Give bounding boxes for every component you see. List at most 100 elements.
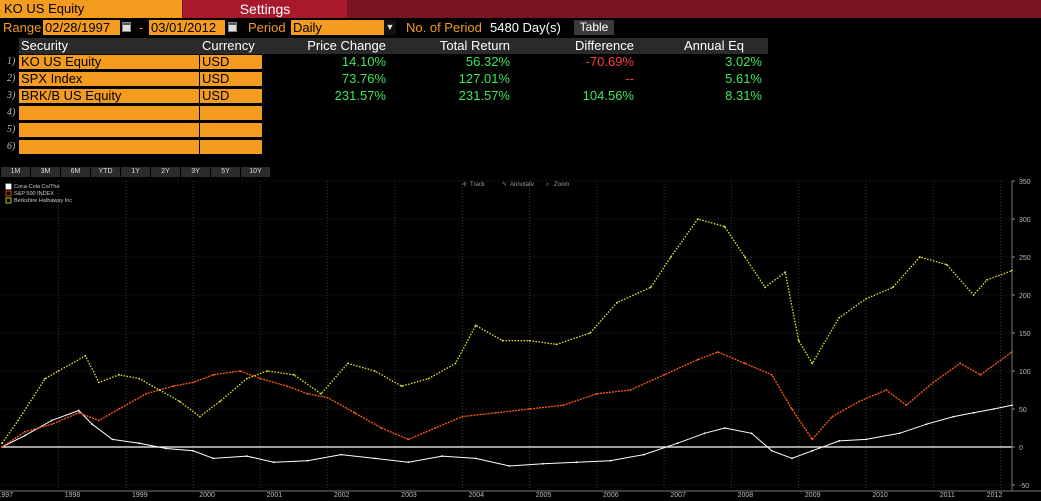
header-price-change: Price Change bbox=[263, 38, 390, 54]
data-point bbox=[595, 392, 598, 395]
data-point bbox=[434, 427, 437, 429]
data-point bbox=[932, 381, 935, 384]
period-button-1y[interactable]: 1Y bbox=[121, 167, 150, 177]
end-date-field[interactable]: 03/01/2012 bbox=[149, 20, 225, 35]
data-point bbox=[791, 408, 793, 410]
data-point bbox=[178, 400, 181, 403]
data-point bbox=[791, 457, 793, 460]
data-point bbox=[649, 286, 652, 289]
data-point bbox=[972, 294, 975, 296]
header-currency: Currency bbox=[200, 38, 264, 54]
data-point bbox=[461, 415, 464, 418]
security-cell[interactable]: BRK/B US Equity bbox=[19, 89, 199, 103]
period-button-ytd[interactable]: YTD bbox=[91, 167, 120, 177]
data-point bbox=[959, 362, 962, 365]
y-tick-label: 150 bbox=[1019, 331, 1031, 338]
period-button-2y[interactable]: 2Y bbox=[151, 167, 180, 177]
x-tick-label: 1998 bbox=[65, 492, 81, 499]
data-point bbox=[293, 373, 295, 376]
tab-ticker[interactable]: KO US Equity bbox=[0, 0, 182, 18]
data-point bbox=[44, 377, 46, 380]
currency-cell[interactable] bbox=[200, 123, 262, 137]
x-tick-label: 1999 bbox=[132, 492, 148, 499]
data-point bbox=[165, 447, 168, 450]
data-point bbox=[111, 438, 114, 441]
data-point bbox=[454, 362, 457, 365]
chevron-down-icon[interactable]: ▼ bbox=[384, 20, 396, 35]
data-point bbox=[838, 440, 840, 442]
period-button-3m[interactable]: 3M bbox=[31, 167, 60, 177]
total-return-cell: 127.01% bbox=[458, 71, 510, 86]
data-point bbox=[198, 415, 201, 418]
x-tick-label: 2012 bbox=[987, 492, 1003, 499]
security-cell[interactable] bbox=[19, 106, 199, 120]
data-point bbox=[407, 438, 410, 441]
legend-swatch bbox=[5, 190, 12, 197]
data-point bbox=[427, 377, 430, 380]
annual-eq-cell: 8.31% bbox=[725, 88, 762, 103]
x-tick-label: 2001 bbox=[267, 492, 283, 499]
data-point bbox=[77, 411, 80, 414]
data-point bbox=[373, 370, 376, 372]
table-button[interactable]: Table bbox=[574, 20, 614, 35]
x-tick-label: 2005 bbox=[536, 492, 552, 499]
data-point bbox=[784, 271, 787, 274]
annual-eq-cell: 5.61% bbox=[725, 71, 762, 86]
x-tick-label: 2004 bbox=[468, 492, 484, 499]
period-select[interactable]: Daily bbox=[291, 20, 384, 35]
data-point bbox=[992, 408, 995, 410]
calendar-icon[interactable] bbox=[228, 22, 237, 32]
period-button-10y[interactable]: 10Y bbox=[241, 167, 270, 177]
tab-settings[interactable]: Settings bbox=[183, 0, 347, 18]
currency-cell[interactable]: USD bbox=[200, 72, 262, 86]
data-point bbox=[353, 411, 356, 414]
row-number: 4) bbox=[7, 107, 16, 118]
legend-label: Berkshire Hathaway Inc bbox=[14, 198, 72, 204]
security-cell[interactable] bbox=[19, 140, 199, 154]
series-line-spx bbox=[1, 351, 1013, 448]
currency-cell[interactable] bbox=[200, 106, 262, 120]
data-point bbox=[219, 400, 221, 403]
data-point bbox=[891, 286, 894, 289]
data-point bbox=[925, 423, 928, 426]
y-tick-label: 0 bbox=[1019, 445, 1023, 452]
currency-cell[interactable]: USD bbox=[200, 89, 262, 103]
period-button-1m[interactable]: 1M bbox=[1, 167, 30, 177]
period-button-5y[interactable]: 5Y bbox=[211, 167, 240, 177]
data-point bbox=[138, 377, 141, 380]
data-point bbox=[528, 408, 531, 410]
data-point bbox=[811, 438, 814, 441]
row-number: 1) bbox=[7, 56, 16, 67]
performance-chart[interactable]: 350 300 250 200 150 100 50 0 -50 1997 1998 1999 2000… bbox=[0, 178, 1041, 501]
period-button-3y[interactable]: 3Y bbox=[181, 167, 210, 177]
toolbar-annotate[interactable]: Annotate bbox=[510, 182, 535, 188]
currency-cell[interactable]: USD bbox=[200, 55, 262, 69]
annual-eq-cell: 3.02% bbox=[725, 54, 762, 69]
range-label: Range bbox=[3, 20, 42, 35]
data-point bbox=[91, 423, 94, 426]
x-tick-label: 2006 bbox=[603, 492, 619, 499]
data-point bbox=[474, 324, 477, 327]
range-separator: - bbox=[139, 20, 144, 35]
security-cell[interactable] bbox=[19, 123, 199, 137]
data-point bbox=[562, 404, 565, 407]
calendar-icon[interactable] bbox=[122, 22, 131, 32]
security-cell[interactable]: SPX Index bbox=[19, 72, 199, 86]
toolbar-track[interactable]: Track bbox=[470, 182, 486, 188]
period-button-6m[interactable]: 6M bbox=[61, 167, 90, 177]
x-tick-label: 2010 bbox=[872, 492, 888, 499]
data-point bbox=[97, 419, 100, 422]
data-point bbox=[750, 432, 753, 435]
data-point bbox=[1, 442, 3, 445]
toolbar-zoom[interactable]: Zoom bbox=[554, 182, 569, 188]
data-point bbox=[858, 400, 861, 403]
currency-cell[interactable] bbox=[200, 140, 262, 154]
security-cell[interactable]: KO US Equity bbox=[19, 55, 199, 69]
y-tick-label: 250 bbox=[1019, 255, 1031, 262]
start-date-field[interactable]: 02/28/1997 bbox=[43, 20, 120, 35]
data-point bbox=[696, 358, 699, 361]
data-point bbox=[770, 449, 773, 452]
data-point bbox=[84, 354, 87, 357]
period-label: Period bbox=[248, 20, 286, 35]
data-point bbox=[320, 392, 322, 395]
